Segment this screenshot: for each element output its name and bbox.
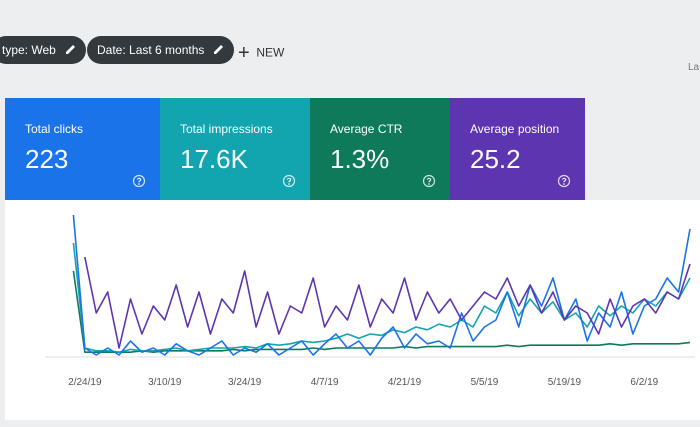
metric-value: 17.6K bbox=[180, 144, 248, 174]
metric-card[interactable]: Average CTR 1.3% bbox=[310, 98, 450, 200]
help-icon[interactable] bbox=[132, 174, 146, 188]
x-tick-label: 3/10/19 bbox=[148, 377, 182, 388]
edit-icon bbox=[214, 45, 224, 54]
x-tick-label: 6/2/19 bbox=[630, 377, 658, 388]
x-tick-label: 4/21/19 bbox=[388, 377, 422, 388]
filter-chip[interactable]: type: Web bbox=[0, 36, 86, 64]
x-tick-label: 4/7/19 bbox=[311, 377, 339, 388]
help-icon[interactable] bbox=[557, 174, 571, 188]
metric-label: Total impressions bbox=[180, 122, 273, 136]
x-tick-label: 5/5/19 bbox=[471, 377, 499, 388]
series-line bbox=[72, 214, 691, 356]
x-tick-label: 5/19/19 bbox=[548, 377, 582, 388]
filter-chip[interactable]: Date: Last 6 months bbox=[87, 36, 235, 64]
cut-text: La bbox=[688, 62, 700, 73]
metric-value: 1.3% bbox=[330, 144, 390, 174]
metric-card[interactable]: Average position 25.2 bbox=[450, 98, 585, 200]
metric-label: Average CTR bbox=[330, 122, 403, 136]
help-icon[interactable] bbox=[282, 174, 296, 188]
series-line bbox=[84, 256, 691, 349]
chart: 2/24/19 3/10/19 3/24/19 4/7/19 4/21/19 5/5/19… bbox=[45, 214, 695, 388]
metric-card[interactable]: Total clicks 223 bbox=[5, 98, 160, 200]
help-icon[interactable] bbox=[422, 174, 436, 188]
metric-label: Average position bbox=[470, 122, 560, 136]
metric-value: 223 bbox=[25, 144, 69, 174]
chart-panel bbox=[5, 200, 700, 420]
edit-icon bbox=[65, 45, 75, 54]
metric-value: 25.2 bbox=[470, 144, 521, 174]
chip-label: Date: Last 6 months bbox=[97, 43, 205, 57]
chip-label: type: Web bbox=[2, 43, 56, 57]
new-label: NEW bbox=[256, 45, 285, 60]
metric-card[interactable]: Total impressions 17.6K bbox=[160, 98, 310, 200]
x-tick-label: 3/24/19 bbox=[228, 377, 262, 388]
x-tick-label: 2/24/19 bbox=[68, 377, 102, 388]
series-line bbox=[72, 242, 691, 353]
new-button[interactable]: + NEW bbox=[238, 42, 285, 64]
metric-label: Total clicks bbox=[25, 122, 84, 136]
series-line bbox=[72, 270, 691, 353]
